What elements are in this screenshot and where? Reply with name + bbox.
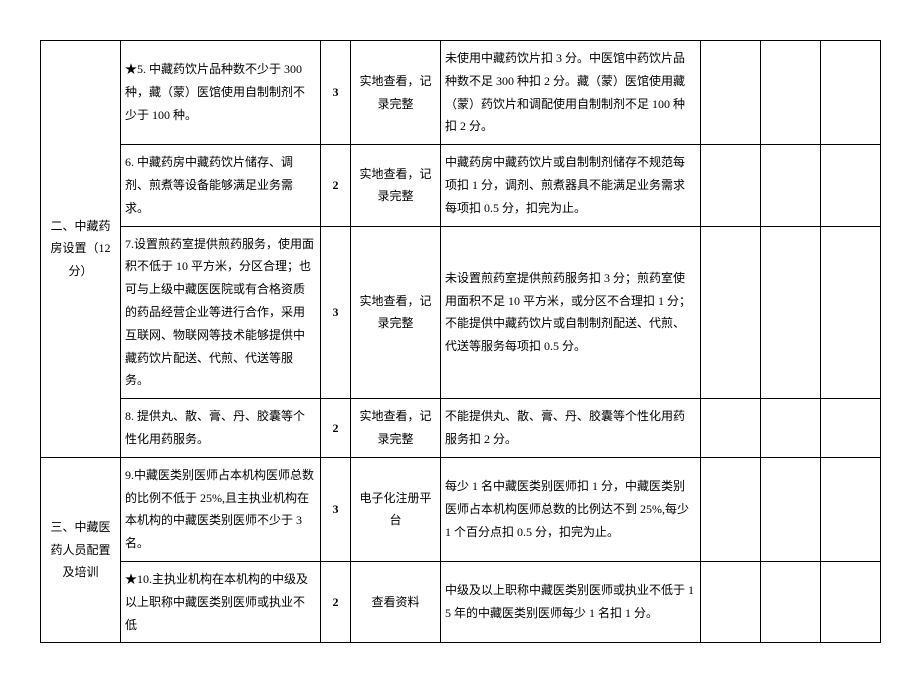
blank-cell xyxy=(821,41,881,145)
item-cell: 7.设置煎药室提供煎药服务，使用面积不低于 10 平方米，分区合理；也可与上级中… xyxy=(121,226,321,399)
category-cell: 二、中藏药房设置（12 分） xyxy=(41,41,121,458)
blank-cell xyxy=(821,145,881,226)
item-cell: 8. 提供丸、散、膏、丹、胶囊等个性化用药服务。 xyxy=(121,399,321,458)
blank-cell xyxy=(761,399,821,458)
score-cell: 2 xyxy=(321,399,351,458)
blank-cell xyxy=(701,226,761,399)
blank-cell xyxy=(761,226,821,399)
method-cell: 实地查看，记录完整 xyxy=(351,399,441,458)
item-cell: ★5. 中藏药饮片品种数不少于 300 种，藏（蒙）医馆使用自制制剂不少于 10… xyxy=(121,41,321,145)
method-cell: 实地查看，记录完整 xyxy=(351,41,441,145)
blank-cell xyxy=(701,457,761,561)
blank-cell xyxy=(821,399,881,458)
table-row: 三、中藏医药人员配置及培训 9.中藏医类别医师占本机构医师总数的比例不低于 25… xyxy=(41,457,881,561)
item-cell: 6. 中藏药房中藏药饮片储存、调剂、煎煮等设备能够满足业务需求。 xyxy=(121,145,321,226)
score-cell: 3 xyxy=(321,457,351,561)
category-cell: 三、中藏医药人员配置及培训 xyxy=(41,457,121,643)
method-cell: 查看资料 xyxy=(351,561,441,642)
blank-cell xyxy=(761,561,821,642)
table-row: 7.设置煎药室提供煎药服务，使用面积不低于 10 平方米，分区合理；也可与上级中… xyxy=(41,226,881,399)
table-row: 8. 提供丸、散、膏、丹、胶囊等个性化用药服务。 2 实地查看，记录完整 不能提… xyxy=(41,399,881,458)
table-row: ★10.主执业机构在本机构的中级及以上职称中藏医类别医师或执业不低 2 查看资料… xyxy=(41,561,881,642)
blank-cell xyxy=(701,561,761,642)
rule-cell: 中级及以上职称中藏医类别医师或执业不低于 15 年的中藏医类别医师每少 1 名扣… xyxy=(441,561,701,642)
rule-cell: 不能提供丸、散、膏、丹、胶囊等个性化用药服务扣 2 分。 xyxy=(441,399,701,458)
blank-cell xyxy=(761,457,821,561)
rule-cell: 未使用中藏药饮片扣 3 分。中医馆中药饮片品种数不足 300 种扣 2 分。藏（… xyxy=(441,41,701,145)
blank-cell xyxy=(701,145,761,226)
score-cell: 3 xyxy=(321,226,351,399)
blank-cell xyxy=(821,561,881,642)
item-cell: ★10.主执业机构在本机构的中级及以上职称中藏医类别医师或执业不低 xyxy=(121,561,321,642)
method-cell: 电子化注册平台 xyxy=(351,457,441,561)
rule-cell: 中藏药房中藏药饮片或自制制剂储存不规范每项扣 1 分，调剂、煎煮器具不能满足业务… xyxy=(441,145,701,226)
blank-cell xyxy=(701,41,761,145)
blank-cell xyxy=(821,457,881,561)
blank-cell xyxy=(701,399,761,458)
method-cell: 实地查看，记录完整 xyxy=(351,145,441,226)
score-cell: 2 xyxy=(321,145,351,226)
rule-cell: 未设置煎药室提供煎药服务扣 3 分；煎药室使用面积不足 10 平方米，或分区不合… xyxy=(441,226,701,399)
evaluation-table: 二、中藏药房设置（12 分） ★5. 中藏药饮片品种数不少于 300 种，藏（蒙… xyxy=(40,40,881,643)
rule-cell: 每少 1 名中藏医类别医师扣 1 分，中藏医类别医师占本机构医师总数的比例达不到… xyxy=(441,457,701,561)
score-cell: 3 xyxy=(321,41,351,145)
blank-cell xyxy=(821,226,881,399)
blank-cell xyxy=(761,41,821,145)
blank-cell xyxy=(761,145,821,226)
score-cell: 2 xyxy=(321,561,351,642)
item-cell: 9.中藏医类别医师占本机构医师总数的比例不低于 25%,且主执业机构在本机构的中… xyxy=(121,457,321,561)
table-row: 6. 中藏药房中藏药饮片储存、调剂、煎煮等设备能够满足业务需求。 2 实地查看，… xyxy=(41,145,881,226)
table-row: 二、中藏药房设置（12 分） ★5. 中藏药饮片品种数不少于 300 种，藏（蒙… xyxy=(41,41,881,145)
method-cell: 实地查看，记录完整 xyxy=(351,226,441,399)
